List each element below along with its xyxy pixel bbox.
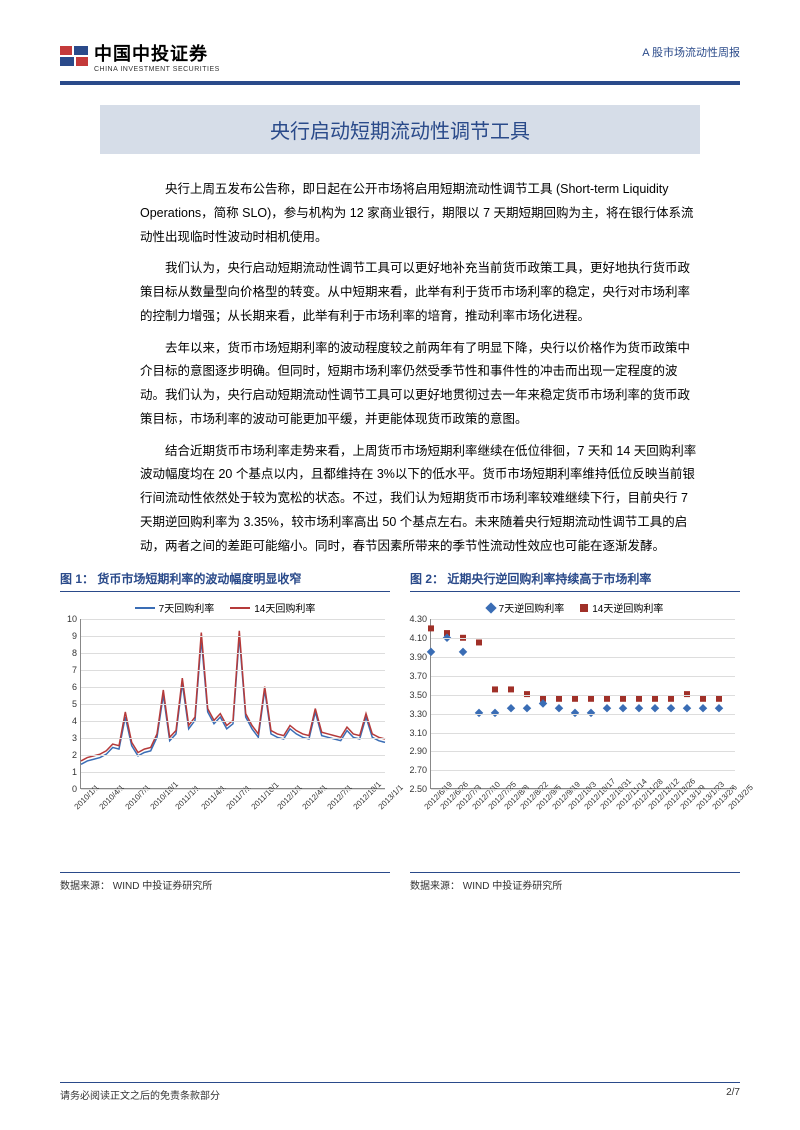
figure-1-plot: 012345678910 2010/1/12010/4/12010/7/1201… — [80, 619, 385, 789]
paragraph: 去年以来，货币市场短期利率的波动程度较之前两年有了明显下降，央行以价格作为货币政… — [140, 337, 700, 432]
page-footer: 请务必阅读正文之后的免责条款部分 2/7 — [60, 1082, 740, 1102]
legend-label: 14天逆回购利率 — [592, 600, 663, 615]
legend-item: 7天回购利率 — [135, 600, 215, 615]
figure-2-chart: 7天逆回购利率 14天逆回购利率 2.502.702.903.103.303.5… — [410, 600, 740, 830]
legend-label: 7天回购利率 — [159, 600, 215, 615]
x-axis-ticks: 2010/1/12010/4/12010/7/12010/10/12011/1/… — [81, 788, 385, 826]
figure-1: 图 1： 货币市场短期利率的波动幅度明显收窄 7天回购利率 14天回购利率 01… — [60, 566, 390, 892]
paragraph: 结合近期货币市场利率走势来看，上周货币市场短期利率继续在低位徘徊，7 天和 14… — [140, 440, 700, 559]
logo-block: 中国中投证券 CHINA INVESTMENT SECURITIES — [60, 40, 220, 73]
footer-disclaimer: 请务必阅读正文之后的免责条款部分 — [60, 1087, 220, 1102]
figure-1-source: 数据来源： WIND 中投证券研究所 — [60, 872, 390, 892]
legend-label: 14天回购利率 — [254, 600, 315, 615]
legend-item: 7天逆回购利率 — [487, 600, 565, 615]
legend-diamond-icon — [485, 602, 496, 613]
page-header: 中国中投证券 CHINA INVESTMENT SECURITIES A 股市场… — [60, 40, 740, 85]
figure-1-legend: 7天回购利率 14天回购利率 — [60, 600, 390, 615]
figure-1-chart: 7天回购利率 14天回购利率 012345678910 2010/1/12010… — [60, 600, 390, 830]
footer-page-number: 2/7 — [726, 1087, 740, 1102]
y-axis-ticks: 2.502.702.903.103.303.503.703.904.104.30 — [409, 619, 429, 788]
figures-row: 图 1： 货币市场短期利率的波动幅度明显收窄 7天回购利率 14天回购利率 01… — [60, 566, 740, 892]
legend-label: 7天逆回购利率 — [499, 600, 565, 615]
body-text: 央行上周五发布公告称，即日起在公开市场将启用短期流动性调节工具 (Short-t… — [140, 178, 700, 558]
figure-2-source: 数据来源： WIND 中投证券研究所 — [410, 872, 740, 892]
x-axis-ticks: 2012/6/192012/6/262012/7/32012/7/102012/… — [431, 788, 735, 826]
legend-line-icon — [230, 607, 250, 609]
title-banner: 央行启动短期流动性调节工具 — [100, 105, 700, 154]
scatter-chart-svg — [431, 619, 735, 788]
logo-text: 中国中投证券 CHINA INVESTMENT SECURITIES — [94, 40, 220, 73]
legend-item: 14天逆回购利率 — [580, 600, 663, 615]
page-title: 央行启动短期流动性调节工具 — [270, 121, 530, 143]
figure-2-legend: 7天逆回购利率 14天逆回购利率 — [410, 600, 740, 615]
legend-square-icon — [580, 604, 588, 612]
paragraph: 央行上周五发布公告称，即日起在公开市场将启用短期流动性调节工具 (Short-t… — [140, 178, 700, 249]
legend-item: 14天回购利率 — [230, 600, 315, 615]
header-right-text: A 股市场流动性周报 — [642, 44, 740, 60]
paragraph: 我们认为，央行启动短期流动性调节工具可以更好地补充当前货币政策工具，更好地执行货… — [140, 257, 700, 328]
figure-2-title: 图 2： 近期央行逆回购利率持续高于市场利率 — [410, 566, 740, 592]
y-axis-ticks: 012345678910 — [59, 619, 79, 788]
logo-text-cn: 中国中投证券 — [94, 40, 220, 66]
figure-2-plot: 2.502.702.903.103.303.503.703.904.104.30… — [430, 619, 735, 789]
legend-line-icon — [135, 607, 155, 609]
figure-2: 图 2： 近期央行逆回购利率持续高于市场利率 7天逆回购利率 14天逆回购利率 … — [410, 566, 740, 892]
figure-1-title: 图 1： 货币市场短期利率的波动幅度明显收窄 — [60, 566, 390, 592]
logo-text-en: CHINA INVESTMENT SECURITIES — [94, 66, 220, 73]
logo-icon — [60, 46, 88, 68]
